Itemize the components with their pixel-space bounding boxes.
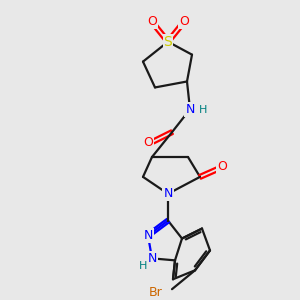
Text: N: N bbox=[143, 229, 153, 242]
Text: O: O bbox=[179, 15, 189, 28]
Text: H: H bbox=[199, 105, 207, 115]
Text: O: O bbox=[147, 15, 157, 28]
Text: O: O bbox=[143, 136, 153, 148]
Text: O: O bbox=[217, 160, 227, 173]
Text: N: N bbox=[185, 103, 195, 116]
Text: H: H bbox=[139, 261, 147, 271]
Text: Br: Br bbox=[148, 286, 162, 299]
Text: N: N bbox=[163, 187, 173, 200]
Text: N: N bbox=[147, 252, 157, 265]
Text: S: S bbox=[164, 35, 172, 49]
